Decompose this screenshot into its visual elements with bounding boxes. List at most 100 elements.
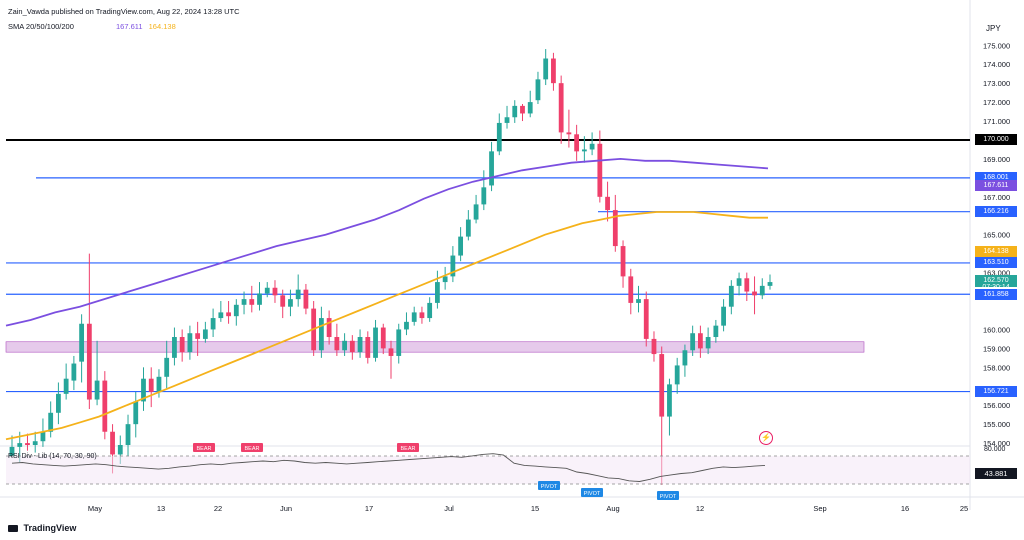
candle-body	[195, 333, 201, 339]
candle-body	[690, 333, 696, 351]
candle-body	[380, 327, 386, 349]
y-tick-label: 160.000	[983, 325, 1010, 334]
sma-value-purple: 167.611	[115, 22, 143, 31]
y-tick-label: 174.000	[983, 60, 1010, 69]
candle-body	[218, 312, 224, 319]
candle-body	[721, 306, 726, 326]
rsi-current-badge: 43.881	[975, 468, 1017, 479]
x-tick-label: May	[88, 504, 102, 513]
candle-body	[481, 187, 487, 205]
candle-body	[71, 363, 77, 381]
candle-body	[527, 102, 533, 114]
candle-body	[612, 210, 618, 247]
candle-body	[643, 299, 649, 339]
candle-body	[172, 337, 177, 358]
candle-body	[713, 325, 719, 338]
candle-body	[759, 285, 765, 296]
candle-body	[272, 287, 278, 296]
candle-body	[334, 337, 340, 351]
rsi-title: RSI Div - Lib (14, 70, 30, 90)	[8, 453, 97, 460]
candle-body	[148, 378, 154, 392]
y-tick-label: 172.000	[983, 98, 1010, 107]
sma-200-line	[5, 211, 768, 441]
candle-body	[442, 276, 448, 283]
y-tick-label: 154.000	[983, 439, 1010, 448]
candle-body	[241, 299, 247, 305]
candle-body	[628, 276, 634, 303]
candle-body	[79, 323, 85, 362]
candle-body	[388, 348, 394, 356]
candle-body	[164, 357, 170, 377]
rsi-signal-badge	[538, 481, 560, 490]
candle-body	[295, 289, 301, 300]
candle-body	[566, 132, 572, 135]
candle-body	[435, 282, 440, 303]
x-tick-label: 17	[365, 504, 373, 513]
candle-body	[659, 354, 665, 417]
candle-body	[752, 291, 757, 296]
candle-body	[736, 278, 742, 286]
candle-body	[303, 289, 309, 309]
candle-body	[543, 58, 549, 80]
flash-icon[interactable]: ⚡	[759, 431, 773, 445]
candle-body	[117, 445, 123, 455]
candle-body	[280, 295, 286, 307]
x-tick-label: 22	[214, 504, 222, 513]
candle-body	[520, 105, 525, 114]
candle-body	[558, 83, 564, 133]
candle-body	[705, 337, 711, 349]
candle-body	[9, 446, 15, 457]
candle-body	[581, 149, 587, 152]
candle-body	[133, 401, 139, 425]
sma-legend: SMA 20/50/100/200 167.611 164.138	[8, 22, 176, 31]
candle-body	[233, 304, 239, 317]
candle-body	[56, 393, 61, 413]
candle-body	[288, 299, 293, 307]
candle-body	[110, 431, 115, 455]
candle-body	[411, 312, 417, 322]
rsi-signal-label: PIVOT	[584, 491, 601, 497]
candle-body	[504, 117, 510, 123]
rsi-signal-label: BEAR	[245, 446, 260, 452]
rsi-signal-badge	[241, 443, 263, 452]
candle-body	[396, 329, 402, 356]
candle-body	[326, 318, 332, 338]
rsi-signal-badge	[397, 443, 419, 452]
candle-body	[427, 302, 433, 319]
candle-body	[365, 337, 371, 358]
candle-body	[357, 337, 363, 353]
rsi-signal-badge	[581, 488, 603, 497]
candle-body	[187, 333, 193, 353]
candle-body	[473, 204, 479, 220]
support-zone	[5, 341, 865, 353]
candle-body	[489, 151, 494, 186]
candle-body	[496, 122, 502, 152]
rsi-signal-label: BEAR	[197, 446, 212, 452]
candle-body	[17, 443, 23, 447]
candle-body	[32, 441, 38, 445]
x-tick-label: 13	[157, 504, 165, 513]
candle-body	[342, 340, 347, 351]
candle-body	[202, 329, 208, 339]
candle-body	[264, 287, 270, 294]
candle-body	[48, 412, 54, 432]
candle-body	[373, 327, 378, 358]
candle-body	[767, 282, 773, 286]
y-tick-label: 173.000	[983, 79, 1010, 88]
candle-body	[651, 338, 657, 355]
y-tick-label: 156.000	[983, 401, 1010, 410]
x-tick-label: 12	[696, 504, 704, 513]
candle-body	[40, 431, 46, 442]
sma-value-orange: 164.138	[148, 22, 176, 31]
y-tick-label: 171.000	[983, 117, 1010, 126]
candle-body	[349, 340, 355, 353]
candle-body	[682, 350, 688, 366]
candle-body	[63, 378, 69, 394]
candle-body	[257, 293, 262, 305]
candle-body	[450, 255, 456, 277]
candle-body	[419, 312, 425, 319]
x-tick-label: 15	[531, 504, 539, 513]
rsi-signal-badge	[657, 491, 679, 500]
candle-body	[589, 143, 595, 150]
